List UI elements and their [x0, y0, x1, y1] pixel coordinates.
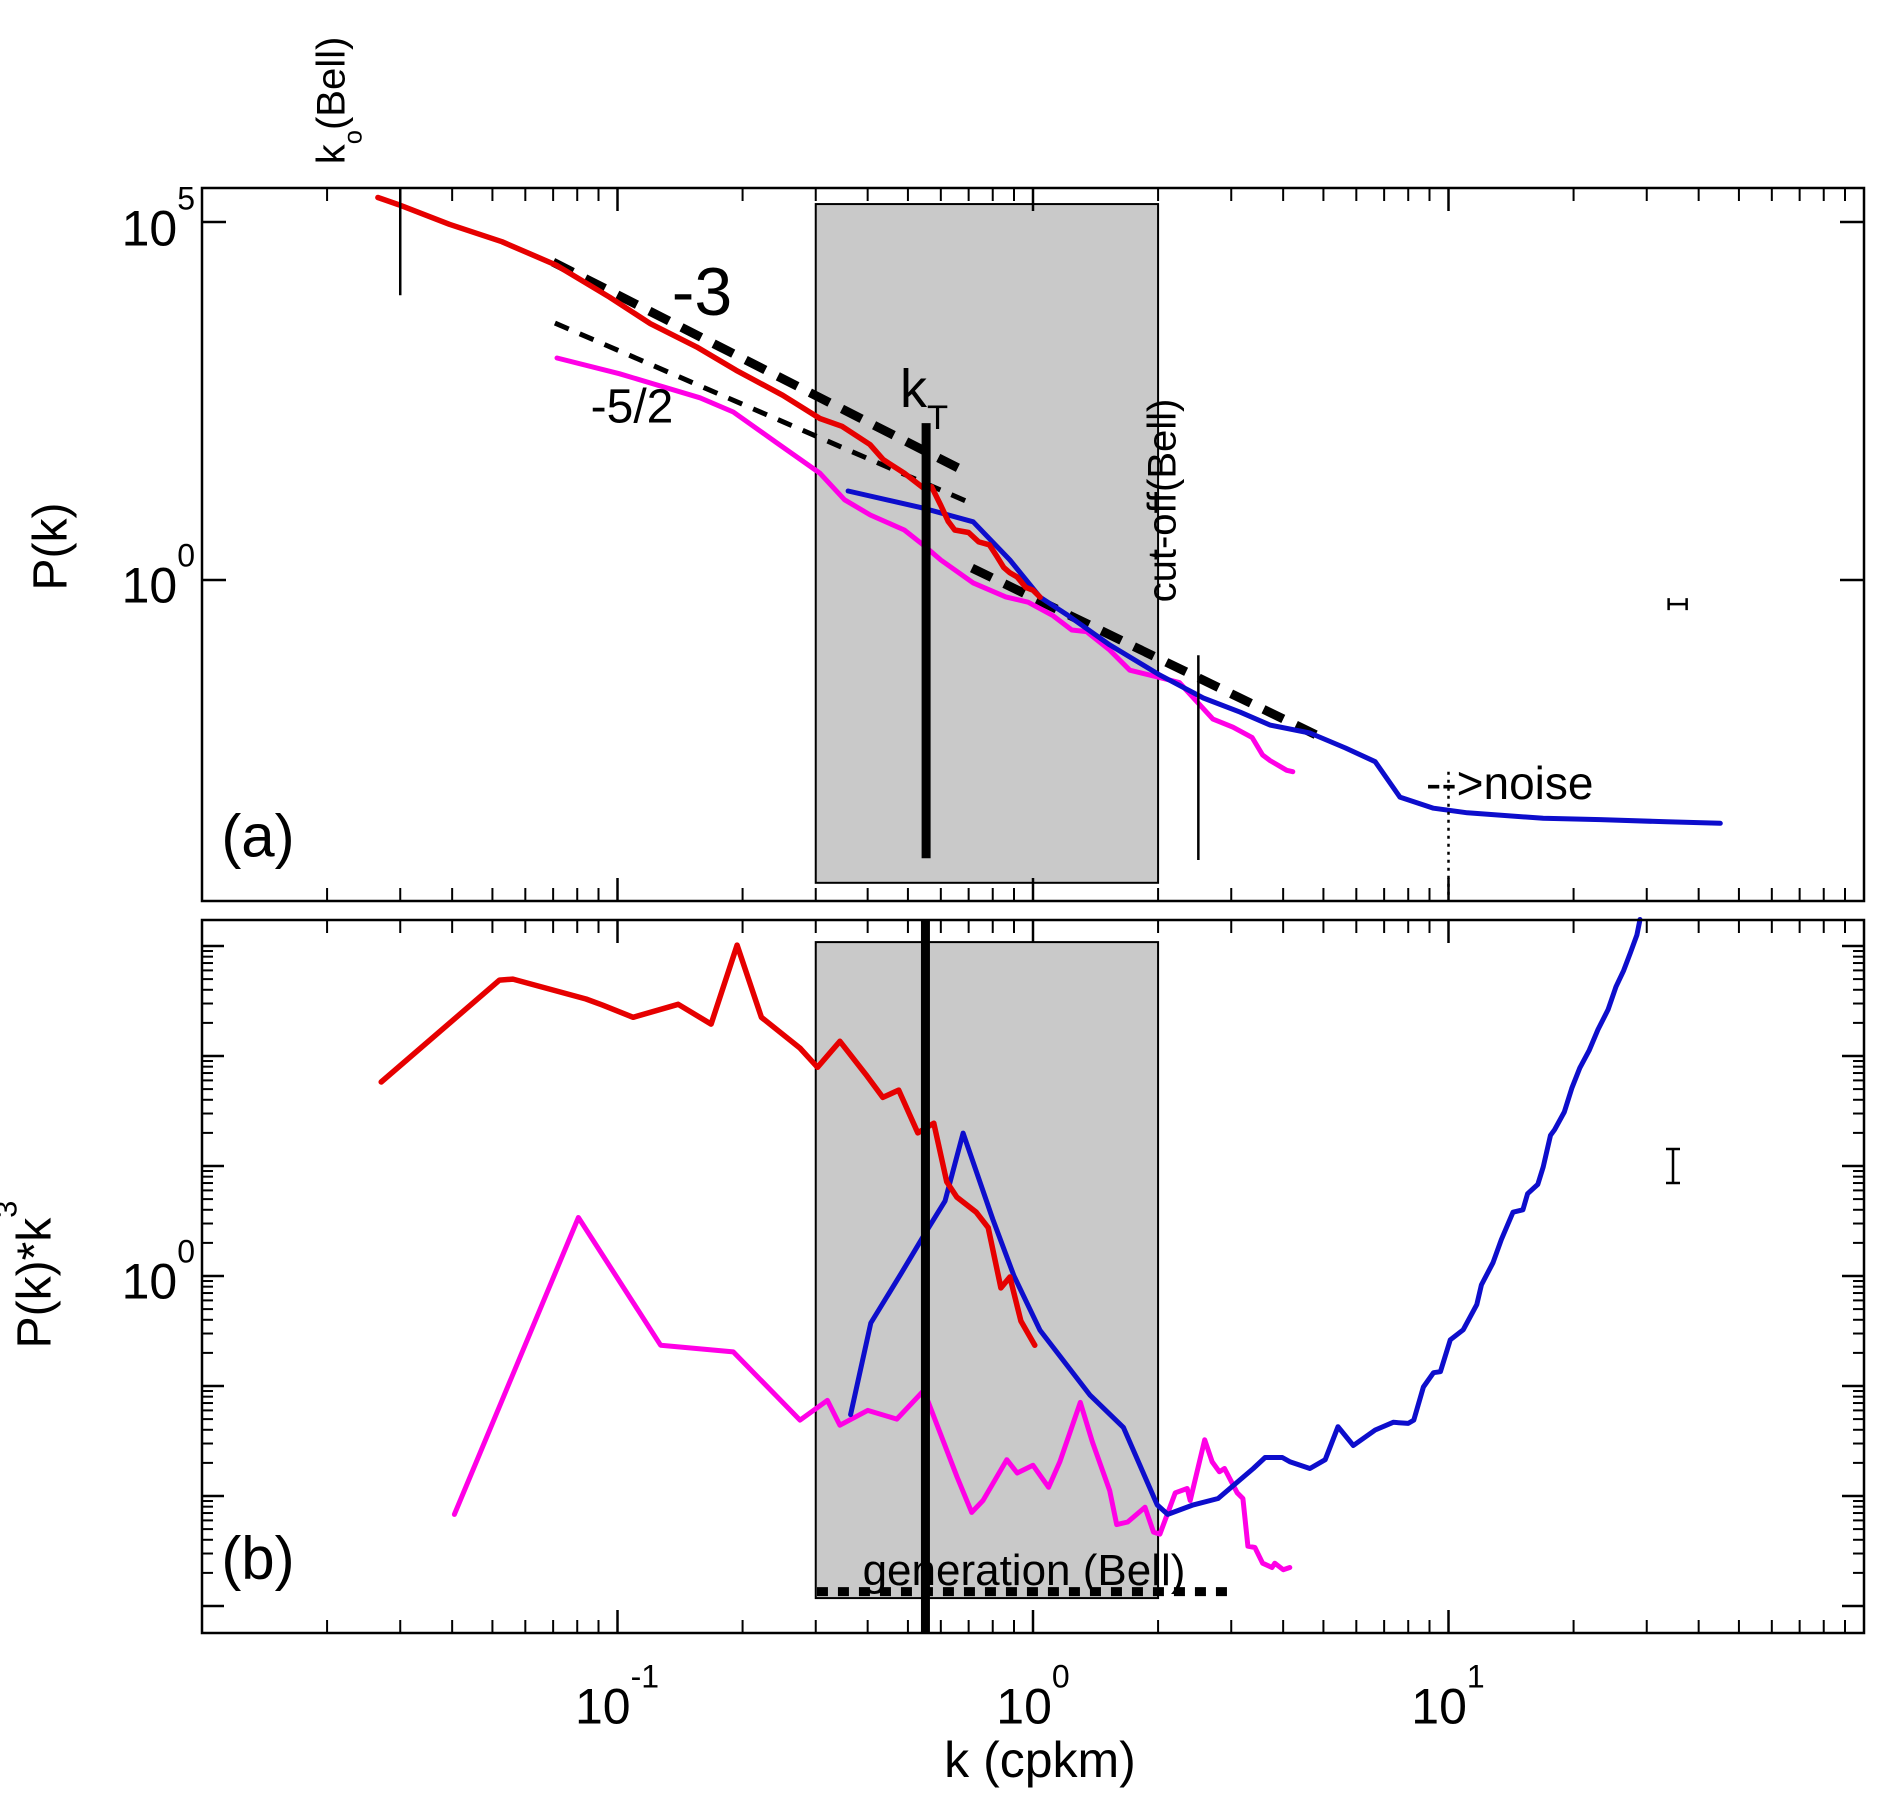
y-tick-label-1e0-b: 100	[121, 1234, 195, 1310]
k-T-label: kT	[900, 359, 949, 438]
slope-minus-5-2-a	[553, 320, 970, 505]
red-series-panel-a	[375, 194, 1043, 600]
blue-series-panel-a	[845, 488, 1723, 826]
slope-minus-3-label: -3	[671, 254, 733, 330]
x-tick-label-1: 100	[996, 1659, 1070, 1735]
red-series-panel-b	[378, 942, 1038, 1348]
blue-series-panel-b	[848, 917, 1643, 1517]
magenta-series-panel-a	[554, 355, 1296, 775]
slope-minus-5-2-label: -5/2	[590, 380, 674, 434]
y-axis-title-a: P(k)	[24, 502, 78, 591]
panel-a-label: (a)	[221, 802, 295, 870]
magenta-series-panel-b	[451, 1215, 1293, 1573]
x-axis-title: k (cpkm)	[944, 1732, 1136, 1788]
y-tick-label-1e0-a: 100	[121, 538, 195, 614]
y-tick-label-1e5: 105	[121, 181, 195, 257]
cutoff-bell-label: cut-off(Bell)	[1140, 398, 1185, 603]
x-tick-label-0.1: 10-1	[574, 1659, 660, 1735]
panel-b-label: (b)	[221, 1524, 295, 1592]
generation-bell-label: generation (Bell)	[862, 1546, 1186, 1595]
x-tick-label-10: 101	[1411, 1659, 1485, 1735]
slope-minus-3-lower-a	[969, 563, 1329, 745]
ko-bell-label: ko(Bell)	[309, 36, 367, 165]
shaded-band-b	[814, 941, 1160, 1600]
slope-minus-3-upper-a	[551, 258, 971, 478]
noise-label: -->noise	[1426, 757, 1594, 809]
y-axis-title-b: P(k)*k3	[0, 1201, 62, 1349]
